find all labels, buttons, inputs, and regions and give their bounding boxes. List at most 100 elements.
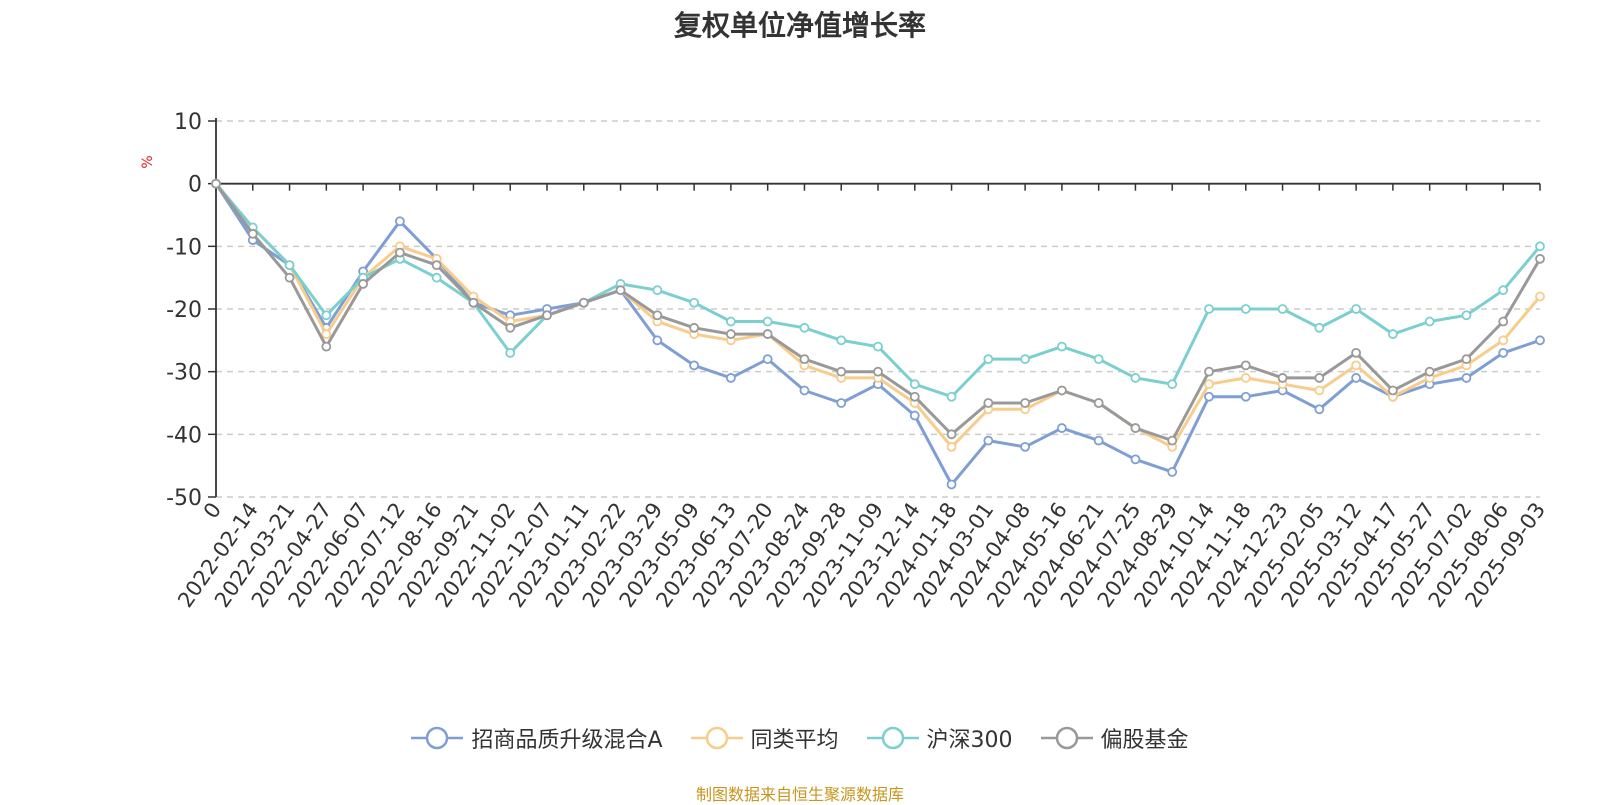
data-point (431, 272, 442, 283)
data-point (542, 310, 552, 321)
data-point (799, 354, 810, 365)
data-point (799, 322, 810, 333)
legend-marker-icon (411, 726, 464, 750)
data-point (1020, 441, 1031, 452)
data-point (1240, 304, 1251, 314)
data-point (1498, 335, 1509, 346)
data-point (946, 391, 957, 402)
data-point (284, 260, 295, 271)
legend-item[interactable]: 同类平均 (690, 722, 839, 754)
legend-marker-icon (866, 726, 919, 750)
data-point (909, 410, 920, 421)
data-point (836, 335, 847, 346)
grid-lines (216, 120, 1540, 498)
data-point (578, 297, 589, 308)
data-point (1535, 291, 1545, 302)
data-point (1314, 322, 1325, 333)
data-point (1461, 310, 1472, 321)
data-point (1204, 304, 1214, 314)
data-point (1535, 253, 1545, 264)
y-tick-label: -40 (166, 423, 202, 448)
series-line (214, 182, 1542, 399)
data-point (1277, 304, 1288, 314)
data-point (247, 228, 258, 239)
data-point (689, 360, 700, 371)
data-point (1424, 366, 1435, 377)
data-point (983, 354, 994, 365)
source-note: 制图数据来自恒生聚源数据库 (695, 785, 904, 804)
data-point (468, 297, 479, 308)
data-point (1277, 373, 1288, 383)
y-tick-label: -30 (166, 361, 202, 386)
data-point (1167, 467, 1178, 477)
data-point (1240, 391, 1251, 402)
data-point (1498, 316, 1509, 327)
data-point (1351, 373, 1362, 383)
data-point (1167, 435, 1178, 446)
data-point (1204, 366, 1214, 377)
data-point (1093, 398, 1104, 408)
legend-item[interactable]: 偏股基金 (1040, 722, 1189, 754)
data-point (762, 354, 773, 365)
data-point (1020, 354, 1031, 365)
data-point (321, 329, 332, 339)
data-point (1387, 329, 1398, 339)
data-point (1130, 373, 1141, 383)
data-point (1351, 360, 1362, 371)
data-point (431, 260, 442, 271)
data-point (725, 329, 736, 339)
data-point (394, 247, 405, 258)
data-point (909, 379, 920, 390)
data-point (505, 347, 516, 358)
data-point (1240, 373, 1251, 383)
data-point (1424, 316, 1435, 327)
data-point (1167, 379, 1178, 390)
data-point (1056, 385, 1067, 396)
data-point (1020, 398, 1031, 408)
data-point (1314, 373, 1325, 383)
data-point (946, 429, 957, 440)
y-axis-label: % (140, 155, 156, 168)
data-point (1535, 241, 1545, 252)
data-point (1130, 423, 1141, 433)
legend-label: 同类平均 (750, 728, 839, 753)
data-point (652, 310, 663, 321)
data-point (946, 441, 957, 452)
series-line (214, 182, 1541, 486)
data-point (1204, 391, 1214, 402)
data-point (983, 398, 994, 408)
data-point (1351, 304, 1362, 314)
data-point (725, 373, 736, 383)
data-point (284, 272, 295, 283)
data-point (762, 329, 773, 339)
legend-label: 偏股基金 (1100, 728, 1189, 753)
data-point (1204, 379, 1214, 390)
data-point (321, 341, 332, 352)
data-point (725, 316, 736, 327)
series-4 (211, 178, 1545, 446)
y-tick-label: -20 (166, 298, 202, 323)
y-tick-label: -50 (166, 486, 202, 511)
data-point (946, 479, 957, 490)
data-point (689, 297, 700, 308)
line-chart: 100-10-20-30-40-5002022-02-142022-03-212… (140, 110, 1550, 612)
legend-marker-icon (1040, 726, 1093, 750)
data-point (1351, 347, 1362, 358)
data-point (1314, 385, 1325, 396)
data-point (211, 178, 221, 189)
legend-item[interactable]: 沪深300 (866, 722, 1013, 754)
legend-label: 沪深300 (926, 728, 1013, 753)
series-1 (211, 178, 1545, 490)
data-point (1461, 373, 1472, 383)
data-point (799, 385, 810, 396)
legend-item[interactable]: 招商品质升级混合A (411, 722, 663, 754)
legend-label: 招商品质升级混合A (471, 728, 663, 753)
data-point (1056, 423, 1067, 433)
data-point (1130, 454, 1141, 465)
legend-marker-icon (690, 726, 743, 750)
data-point (615, 285, 626, 296)
y-tick-label: 0 (188, 173, 202, 198)
data-point (1093, 435, 1104, 446)
data-point (1056, 341, 1067, 352)
series-lines (211, 178, 1545, 490)
